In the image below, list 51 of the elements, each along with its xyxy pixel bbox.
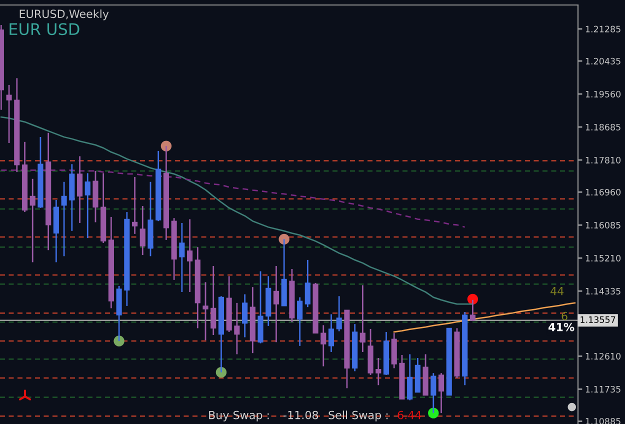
candlestick [132,176,138,235]
candlestick [336,295,342,332]
candlestick [61,181,67,257]
text: EUR USD [10,23,80,36]
annotation: -11.08 [284,410,318,420]
annotation: 6.44 [398,410,422,420]
candlestick [140,205,146,256]
y-tick-label: 1.11735 [586,386,620,393]
y-tick-label: 1.20435 [586,58,620,64]
candlestick [234,302,240,355]
candlestick [273,265,280,343]
candlestick [202,282,208,341]
candlestick [179,222,185,293]
y-tick-label: 1.15210 [586,254,621,262]
annotation: 44 [550,286,564,296]
y-tick-label: 1.16960 [586,188,621,196]
annotation: Buy Swap : [209,410,269,422]
candlestick [76,156,83,224]
line-series [0,169,466,228]
candlestick [187,218,193,293]
ref-line-label: 1.13557 [580,316,616,323]
candlestick [470,299,476,322]
y-tick-label: 1.14335 [586,288,620,295]
candlestick [210,265,216,336]
candlestick [376,357,382,386]
y-tick-label: 1.12610 [586,352,621,360]
annotation: 6 [562,312,568,320]
y-tick-label: 1.17810 [586,156,621,164]
candlestick [407,354,413,401]
point [428,408,439,418]
candlestick [242,294,248,338]
candlestick [297,296,303,347]
annotation: 41% [548,322,574,332]
chart-title: EURUSD,Weekly [20,9,109,20]
y-tick-label: 1.19560 [586,90,621,98]
y-tick-label: 1.21285 [586,26,620,32]
candlestick [30,178,36,263]
y-tick-label: 1.16085 [586,222,620,229]
point [114,336,124,346]
candlestick [360,284,366,353]
candlestick [328,314,334,353]
point [467,294,478,305]
candlestick [6,84,12,144]
candlestick [320,324,326,367]
y-tick-label: 1.18685 [586,124,620,130]
candlestick [304,259,310,308]
annotation: Sell Swap : [328,410,388,422]
line-series [393,302,576,333]
candlestick [438,372,444,414]
candlestick [84,172,90,239]
candlestick [430,372,436,414]
